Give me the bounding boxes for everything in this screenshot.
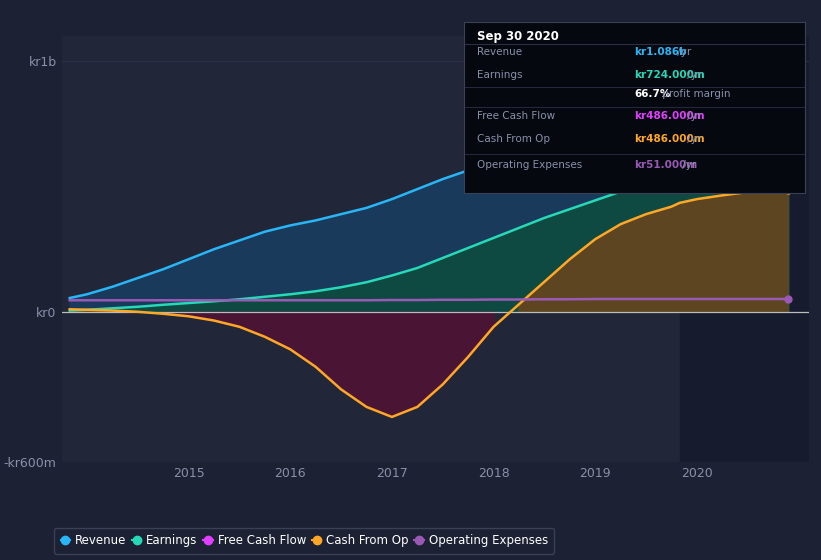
Text: Free Cash Flow: Free Cash Flow [478,111,556,121]
Text: Operating Expenses: Operating Expenses [478,160,583,170]
Text: kr724.000m: kr724.000m [635,70,705,80]
Text: /yr: /yr [684,134,701,144]
Text: Earnings: Earnings [478,70,523,80]
Text: kr1.086b: kr1.086b [635,47,687,57]
Text: Cash From Op: Cash From Op [478,134,551,144]
Text: /yr: /yr [679,160,696,170]
Text: /yr: /yr [684,111,701,121]
Text: Sep 30 2020: Sep 30 2020 [478,30,559,43]
Text: Revenue: Revenue [478,47,523,57]
Text: 66.7%: 66.7% [635,89,671,99]
Text: profit margin: profit margin [659,89,731,99]
Bar [680,36,809,462]
Text: kr486.000m: kr486.000m [635,134,705,144]
Text: /yr: /yr [674,47,691,57]
Text: kr486.000m: kr486.000m [635,111,705,121]
Legend: Revenue, Earnings, Free Cash Flow, Cash From Op, Operating Expenses: Revenue, Earnings, Free Cash Flow, Cash … [54,528,554,553]
Text: kr51.000m: kr51.000m [635,160,698,170]
Text: /yr: /yr [684,70,701,80]
